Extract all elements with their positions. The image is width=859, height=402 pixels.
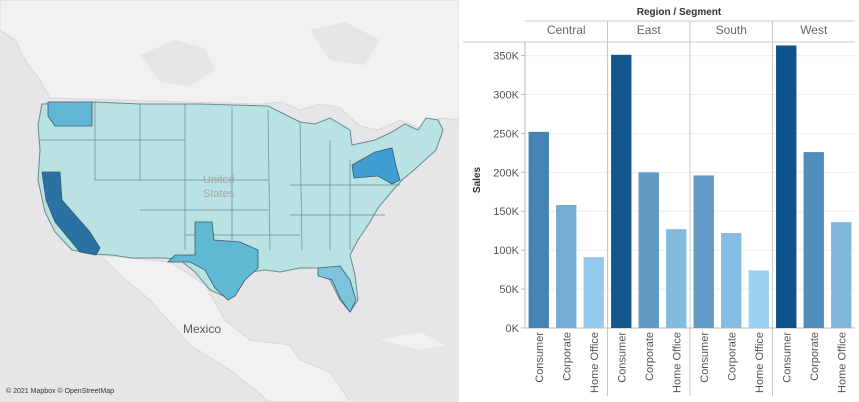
region-header-south: South xyxy=(716,23,747,37)
lake xyxy=(310,22,380,65)
y-tick-label: 150K xyxy=(493,206,519,218)
y-tick-label: 200K xyxy=(493,167,519,179)
y-tick-label: 300K xyxy=(493,89,519,101)
state-borders xyxy=(40,102,400,251)
bar-chart[interactable]: Region / Segment Sales 0K 50K 100K 150K 200K… xyxy=(459,0,859,402)
region-header-central: Central xyxy=(547,23,586,37)
bar-west-consumer xyxy=(776,45,797,329)
y-tick-label: 0K xyxy=(506,323,520,335)
x-category-label: Consumer xyxy=(616,332,628,383)
y-tick-label: 100K xyxy=(493,245,519,257)
x-category-label: Home Office xyxy=(754,332,766,393)
caribbean-land xyxy=(380,332,445,350)
x-category-label: Home Office xyxy=(671,332,683,393)
y-axis-title: Sales xyxy=(472,166,483,193)
country-label-united-states: United States xyxy=(203,174,235,200)
california-shape[interactable] xyxy=(41,171,101,256)
x-category-label: Home Office xyxy=(836,332,848,393)
bar-east-home-office xyxy=(666,229,687,328)
map-canvas xyxy=(0,0,459,402)
x-category-label: Consumer xyxy=(699,332,711,383)
florida-shape[interactable] xyxy=(317,265,357,313)
lake xyxy=(140,40,215,86)
x-category-label: Corporate xyxy=(561,332,573,381)
y-tick-label: 350K xyxy=(493,51,519,63)
y-tick-label: 50K xyxy=(499,284,519,296)
bar-central-consumer xyxy=(528,131,549,328)
map-attribution[interactable]: © 2021 Mapbox © OpenStreetMap xyxy=(6,388,114,395)
bar-west-corporate xyxy=(803,152,824,328)
country-label-mexico: Mexico xyxy=(183,322,222,336)
usa-shape[interactable] xyxy=(37,101,444,313)
bar-central-corporate xyxy=(556,205,577,328)
washington-shape[interactable] xyxy=(47,101,93,127)
region-header-east: East xyxy=(637,23,662,37)
bar-east-consumer xyxy=(611,54,632,329)
x-category-label: Consumer xyxy=(534,332,546,383)
bar-central-home-office xyxy=(583,257,604,328)
map-panel[interactable]: United States Mexico © 2021 Mapbox © Ope… xyxy=(0,0,459,402)
bar-south-consumer xyxy=(693,175,714,328)
bar-west-home-office xyxy=(831,222,852,328)
region-header-west: West xyxy=(800,23,828,37)
texas-shape[interactable] xyxy=(167,221,259,301)
x-category-label: Home Office xyxy=(589,332,601,393)
chart-title: Region / Segment xyxy=(637,7,722,18)
x-category-label: Corporate xyxy=(644,332,656,381)
y-tick-label: 250K xyxy=(493,128,519,140)
x-category-label: Corporate xyxy=(726,332,738,381)
x-category-label: Consumer xyxy=(781,332,793,383)
bar-east-corporate xyxy=(638,172,659,328)
bar-south-corporate xyxy=(721,233,742,328)
central-america-land xyxy=(98,254,351,402)
x-category-label: Corporate xyxy=(809,332,821,381)
bar-south-home-office xyxy=(748,270,769,328)
new-york-shape[interactable] xyxy=(351,147,401,185)
chart-layer: 0K 50K 100K 150K 200K 250K 300K 350K Central Cons… xyxy=(463,20,855,396)
